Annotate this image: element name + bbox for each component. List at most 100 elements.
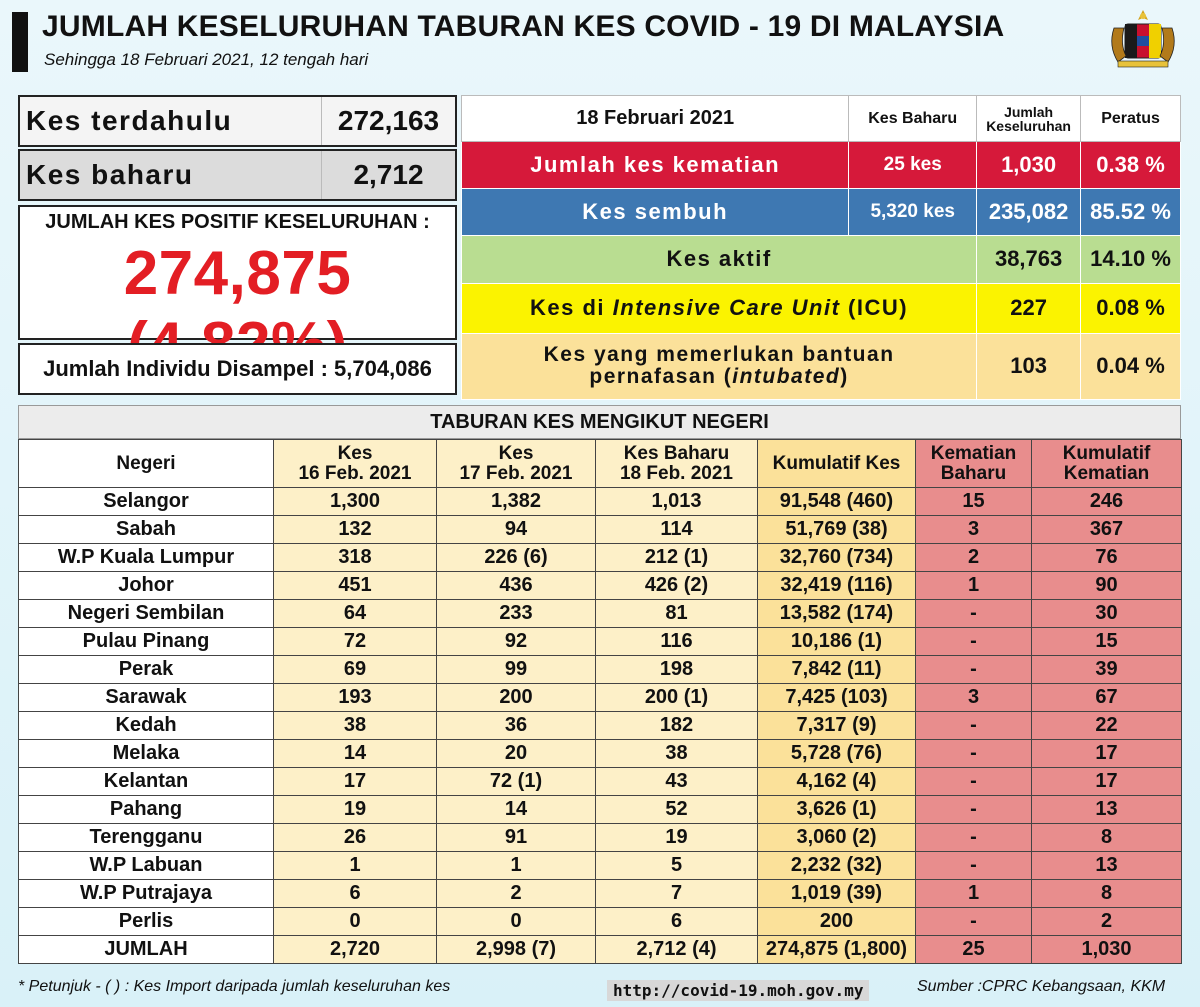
header-new-cases-18feb-line2: 18 Feb. 2021 [619,462,734,484]
total-row: JUMLAH 2,720 2,998 (7) 2,712 (4) 274,875 (1,… [18,935,1182,964]
table-row: Sabah 132 94 114 51,769 (38) 3 367 [18,515,1182,544]
table-row: W.P Putrajaya 6 2 7 1,019 (39) 1 8 [18,879,1182,908]
previous-cases-row: Kes terdahulu 272,163 [18,95,457,147]
recovered-label: Kes sembuh [460,188,850,237]
cell-cumulative-cases: 32,419 (116) [757,571,916,600]
previous-cases-label: Kes terdahulu [20,97,322,145]
cell-cumulative-cases: 13,582 (174) [757,599,916,628]
cell-cases-17feb: 20 [436,739,596,768]
table-row: Perak 69 99 198 7,842 (11) -39 [18,655,1182,684]
cell-cumulative-deaths: 246 [1031,487,1182,516]
table-row: Terengganu 26 91 19 3,060 (2) -8 [18,823,1182,852]
cell-cumulative-cases: 2,232 (32) [757,851,916,880]
cell-new-deaths: - [915,767,1032,796]
cell-cumulative-cases: 5,728 (76) [757,739,916,768]
summary-col-total-line1: Jumlah [1004,103,1054,120]
cell-new-deaths: - [915,627,1032,656]
cell-cumulative-cases: 7,317 (9) [757,711,916,740]
cell-cumulative-deaths: 22 [1031,711,1182,740]
cell-cases-17feb: 1 [436,851,596,880]
new-cases-label: Kes baharu [20,151,322,199]
cell-new-cases-18feb: 43 [595,767,758,796]
cell-cumulative-deaths: 2 [1031,907,1182,936]
recovered-new: 5,320 kes [848,188,978,237]
state-table-header: Negeri Kes 16 Feb. 2021 Kes 17 Feb. 2021 Kes … [18,439,1182,488]
table-row: Melaka 14 20 38 5,728 (76) -17 [18,739,1182,768]
cell-state: Pulau Pinang [18,627,274,656]
cell-cumulative-deaths: 30 [1031,599,1182,628]
cell-new-deaths: - [915,795,1032,824]
cell-cases-17feb: 99 [436,655,596,684]
cell-cases-16feb: 193 [273,683,437,712]
cell-new-cases-18feb: 38 [595,739,758,768]
header-accent-bar [12,12,28,72]
individuals-sampled: Jumlah Individu Disampel : 5,704,086 [18,343,457,395]
cell-new-cases-18feb: 7 [595,879,758,908]
deaths-total: 1,030 [976,141,1082,190]
cell-cases-17feb: 436 [436,571,596,600]
cell-cases-17feb: 91 [436,823,596,852]
header-cases-16feb-line1: Kes [337,442,373,464]
cell-state: Terengganu [18,823,274,852]
summary-header-row: 18 Februari 2021 Kes Baharu Jumlah Keselu… [460,94,1181,143]
cell-new-cases-18feb: 5 [595,851,758,880]
cell-cumulative-deaths: 15 [1031,627,1182,656]
cell-new-cases-18feb: 116 [595,627,758,656]
icu-pct: 0.08 % [1080,282,1181,334]
intubated-label-d: ) [840,365,849,389]
page-title: JUMLAH KESELURUHAN TABURAN KES COVID - 1… [42,10,1005,43]
deaths-label: Jumlah kes kematian [460,141,850,190]
cell-new-cases-18feb: 426 (2) [595,571,758,600]
cell-cases-16feb: 318 [273,543,437,572]
active-pct: 14.10 % [1080,235,1181,284]
cell-new-cases-18feb: 114 [595,515,758,544]
cell-cases-16feb: 38 [273,711,437,740]
intubated-pct: 0.04 % [1080,332,1181,401]
cell-new-deaths: 1 [915,571,1032,600]
table-row: Johor 451 436 426 (2) 32,419 (116) 1 90 [18,571,1182,600]
header-cumulative-deaths-line2: Kematian [1063,462,1150,484]
cell-state: Johor [18,571,274,600]
table-row: Pulau Pinang 72 92 116 10,186 (1) -15 [18,627,1182,656]
deaths-new: 25 kes [848,141,978,190]
state-table-title: TABURAN KES MENGIKUT NEGERI [18,405,1181,439]
cell-cumulative-cases: 32,760 (734) [757,543,916,572]
total-positive-box: JUMLAH KES POSITIF KESELURUHAN : 274,875… [18,205,457,379]
cell-cases-17feb: 1,382 [436,487,596,516]
cell-cumulative-cases: 7,842 (11) [757,655,916,684]
cell-cases-16feb: 72 [273,627,437,656]
cell-cumulative-cases: 7,425 (103) [757,683,916,712]
deaths-pct: 0.38 % [1080,141,1181,190]
cell-cases-17feb: 72 (1) [436,767,596,796]
cell-cumulative-cases: 200 [757,907,916,936]
header-cumulative-cases-line1: Kumulatif Kes [772,452,901,474]
cell-cases-16feb: 1 [273,851,437,880]
cell-cumulative-deaths: 17 [1031,767,1182,796]
cell-cases-16feb: 0 [273,907,437,936]
icu-label-c: (ICU) [840,295,909,321]
cell-cumulative-deaths: 76 [1031,543,1182,572]
cell-new-deaths: - [915,655,1032,684]
header-cumulative-deaths: Kumulatif Kematian [1031,439,1182,488]
state-distribution: TABURAN KES MENGIKUT NEGERI Negeri Kes 16 … [18,405,1182,964]
previous-cases-value: 272,163 [337,105,440,136]
cell-cases-17feb: 2 [436,879,596,908]
header-cases-16feb-line2: 16 Feb. 2021 [298,462,412,484]
cell-state: Negeri Sembilan [18,599,274,628]
cell-cases-16feb: 69 [273,655,437,684]
cell-cumulative-deaths: 367 [1031,515,1182,544]
cell-cases-16feb: 17 [273,767,437,796]
table-row: Selangor 1,300 1,382 1,013 91,548 (460) 15 246 [18,487,1182,516]
header-cases-17feb: Kes 17 Feb. 2021 [436,439,596,488]
cell-cases-16feb: 132 [273,515,437,544]
header-cases-17feb-line2: 17 Feb. 2021 [459,462,573,484]
cell-cumulative-cases: 10,186 (1) [757,627,916,656]
cell-state: Perak [18,655,274,684]
header-cases-17feb-line1: Kes [498,442,534,464]
table-row: W.P Kuala Lumpur 318 226 (6) 212 (1) 32,760 … [18,543,1182,572]
cell-cases-16feb: 1,300 [273,487,437,516]
cell-new-cases-18feb: 2,712 (4) [595,935,758,964]
cell-cumulative-cases: 274,875 (1,800) [757,935,916,964]
cell-new-deaths: 2 [915,543,1032,572]
cell-state: Melaka [18,739,274,768]
